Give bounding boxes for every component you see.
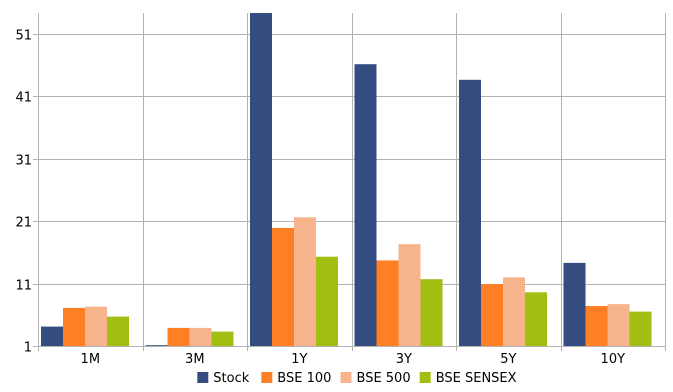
bar-bse-sensex <box>316 256 338 346</box>
legend: Stock BSE 100 BSE 500 BSE SENSEX <box>197 371 517 386</box>
bar-bse-sensex <box>420 279 443 346</box>
x-tick-labels: 1M 3M 1Y 3Y 5Y 10Y <box>81 352 626 367</box>
y-tick-label: 51 <box>15 29 32 44</box>
bar-bse-sensex <box>211 331 234 346</box>
x-tick-label: 5Y <box>500 352 516 367</box>
bar-stock <box>563 262 586 346</box>
legend-swatch <box>261 372 273 383</box>
bar-stock <box>145 345 168 346</box>
bar-bse-500 <box>398 244 421 346</box>
y-tick-label: 41 <box>15 91 32 106</box>
bar-bse-500 <box>607 304 630 346</box>
y-tick-label: 21 <box>15 216 32 231</box>
bar-stock <box>41 326 63 346</box>
bar-bse-100 <box>585 306 608 346</box>
grid-lines <box>33 13 666 351</box>
bar-bse-sensex <box>525 292 547 346</box>
legend-label: BSE 100 <box>277 371 331 386</box>
legend-label: Stock <box>213 371 249 386</box>
bar-bse-100 <box>63 307 85 346</box>
bar-stock <box>250 13 272 346</box>
x-tick-label: 1Y <box>291 352 307 367</box>
bar-bse-500 <box>294 217 316 346</box>
bar-bse-500 <box>189 327 212 346</box>
bar-bse-100 <box>481 284 503 346</box>
bar-bse-100 <box>167 327 190 346</box>
bar-bse-100 <box>376 260 399 346</box>
x-tick-label: 3Y <box>396 352 412 367</box>
bar-bse-sensex <box>629 311 652 346</box>
legend-label: BSE SENSEX <box>436 371 517 386</box>
bar-bse-100 <box>272 227 294 346</box>
y-tick-label: 1 <box>24 341 32 356</box>
x-tick-label: 1M <box>81 352 101 367</box>
bar-bse-500 <box>503 277 525 346</box>
bar-bse-sensex <box>107 316 129 346</box>
bar-stock <box>459 79 481 347</box>
bars <box>41 13 652 347</box>
x-tick-label: 10Y <box>601 352 626 367</box>
y-tick-label: 31 <box>15 154 32 169</box>
bar-bse-500 <box>85 306 107 346</box>
legend-swatch <box>340 372 352 383</box>
legend-label: BSE 500 <box>357 371 411 386</box>
bar-stock <box>354 64 377 346</box>
y-tick-label: 11 <box>15 279 32 294</box>
legend-swatch <box>197 372 209 383</box>
x-tick-label: 3M <box>185 352 205 367</box>
legend-swatch <box>419 372 431 383</box>
